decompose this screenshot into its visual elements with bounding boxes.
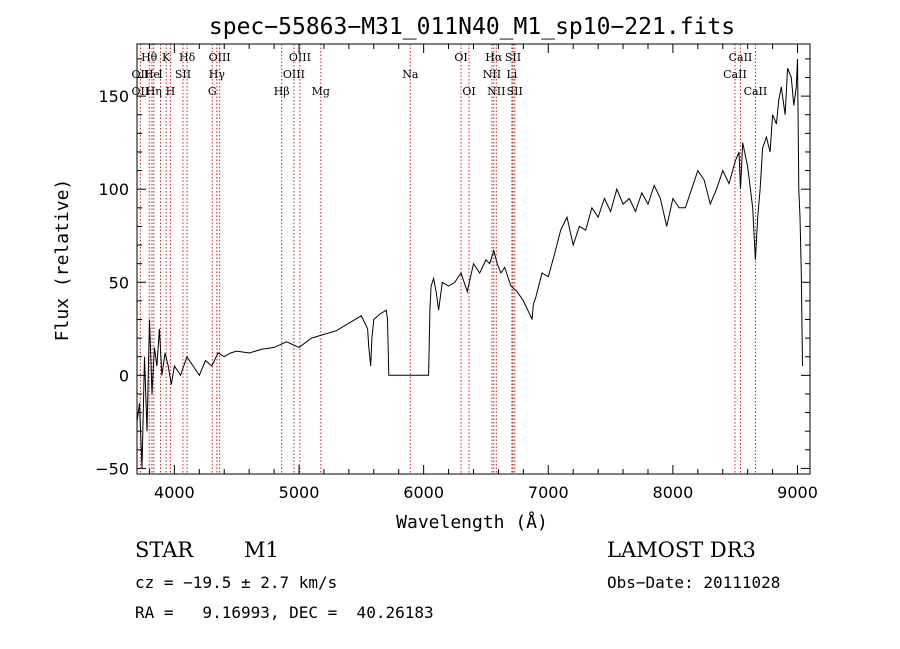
y-axis-label: Flux (relative) — [52, 179, 73, 342]
line-marker-label: Mg — [312, 85, 330, 98]
sky-coordinates: RA = 9.16993, DEC = 40.26183 — [135, 603, 434, 622]
x-tick-label: 5000 — [279, 483, 320, 502]
y-tick-label: 100 — [98, 180, 129, 199]
line-marker-label: OIII — [289, 51, 311, 64]
target-name: M1 — [244, 538, 279, 562]
line-marker-label: SII — [505, 51, 521, 64]
x-tick-label: 7000 — [528, 483, 569, 502]
line-marker-label: I — [158, 68, 162, 81]
line-marker-label: OI — [462, 85, 475, 98]
x-axis-label: Wavelength (Å) — [396, 511, 548, 533]
line-marker-label: Hγ — [209, 68, 226, 81]
line-marker-label: OIII — [283, 68, 305, 81]
line-marker-label: SII — [175, 68, 191, 81]
y-tick-label: 50 — [109, 273, 129, 292]
line-marker-label: Hβ — [274, 85, 290, 98]
survey-name: LAMOST DR3 — [607, 538, 756, 562]
line-marker-label: H — [166, 85, 176, 98]
line-marker-label: CaII — [729, 51, 753, 64]
observation-date: Obs−Date: 20111028 — [607, 573, 781, 592]
y-tick-labels: −50 0 50 100 150 — [95, 87, 129, 478]
line-marker-label: Hδ — [179, 51, 196, 64]
line-marker-label: NII — [483, 68, 501, 81]
line-marker-label: G — [208, 85, 217, 98]
line-marker-label: K — [162, 51, 171, 64]
plot-frame — [136, 43, 811, 475]
line-marker-label: OIII — [209, 51, 231, 64]
x-tick-label: 9000 — [777, 483, 818, 502]
line-marker-label: CaII — [744, 85, 768, 98]
line-marker-label: CaII — [723, 68, 747, 81]
line-marker-label: He — [144, 68, 160, 81]
line-marker-label: SII — [507, 85, 523, 98]
redshift-velocity: cz = −19.5 ± 2.7 km/s — [135, 573, 338, 592]
line-marker-label: Li — [506, 68, 517, 81]
y-tick-label: 0 — [119, 366, 129, 385]
line-marker-label: OII — [132, 68, 150, 81]
line-marker-label: Na — [402, 68, 419, 81]
y-tick-label: 150 — [98, 87, 129, 106]
line-marker-label: Hθ — [141, 51, 158, 64]
x-tick-label: 4000 — [154, 483, 195, 502]
x-tick-labels: 4000 5000 6000 7000 8000 9000 — [154, 483, 818, 502]
line-marker-label: NII — [487, 85, 505, 98]
chart-title: spec−55863−M31_011N40_M1_sp10−221.fits — [209, 14, 735, 40]
line-marker-label: OI — [454, 51, 467, 64]
axis-ticks — [137, 44, 810, 474]
spectrum-line — [136, 58, 803, 469]
x-tick-label: 8000 — [653, 483, 694, 502]
line-marker-label: Hη — [146, 85, 162, 98]
x-tick-label: 6000 — [403, 483, 444, 502]
object-type: STAR — [135, 538, 194, 562]
line-marker-label: Hα — [485, 51, 503, 64]
line-marker-label: OII — [132, 85, 150, 98]
emission-line-markers — [139, 44, 756, 474]
y-tick-label: −50 — [95, 459, 129, 478]
